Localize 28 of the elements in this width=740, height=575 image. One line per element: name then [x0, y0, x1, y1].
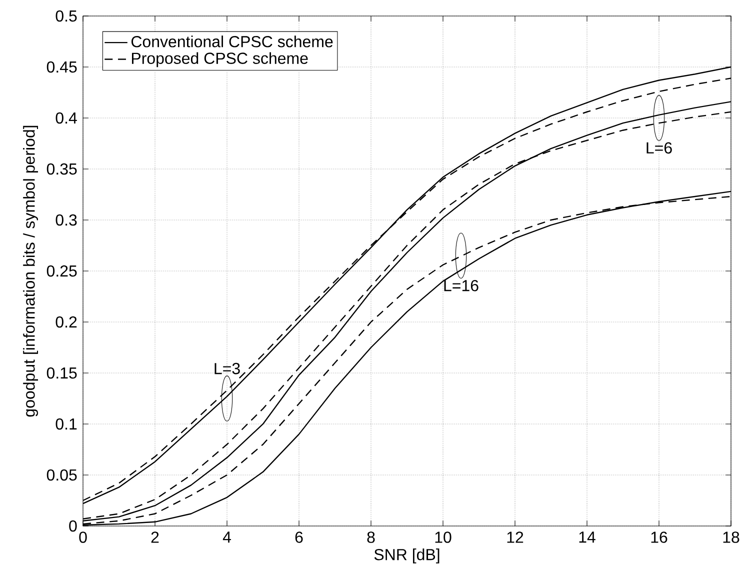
y-tick-label: 0.35 [46, 163, 77, 175]
x-axis-title: SNR [dB] [374, 548, 440, 564]
y-tick-label: 0.3 [56, 214, 77, 226]
annotation: L=3 [214, 362, 240, 374]
x-tick-label: 14 [579, 532, 596, 543]
y-tick-label: 0.05 [46, 469, 77, 481]
x-tick-label: 16 [651, 532, 668, 543]
x-tick-label: 18 [723, 532, 740, 543]
x-tick-label: 2 [151, 532, 159, 543]
y-tick-label: 0.25 [46, 265, 77, 277]
annotation: L=6 [646, 142, 672, 154]
x-tick-label: 10 [435, 532, 452, 543]
x-tick-label: 8 [367, 532, 375, 543]
y-tick-label: 0.15 [46, 367, 77, 379]
y-tick-label: 0.4 [56, 112, 77, 124]
x-tick-label: 12 [507, 532, 524, 543]
x-tick-label: 4 [222, 532, 231, 543]
x-tick-label: 0 [79, 532, 87, 543]
y-tick-label: 0.2 [56, 316, 77, 328]
y-tick-label: 0 [69, 520, 77, 532]
legend-label: Conventional CPSC scheme [131, 36, 333, 48]
annotation: L=16 [444, 280, 478, 292]
y-axis-title: goodput [information bits / symbol period] [23, 126, 38, 417]
y-tick-label: 0.5 [56, 10, 77, 22]
y-tick-label: 0.45 [46, 61, 77, 73]
legend-label: Proposed CPSC scheme [132, 52, 308, 68]
y-tick-label: 0.1 [56, 418, 77, 430]
x-tick-label: 6 [295, 532, 303, 543]
